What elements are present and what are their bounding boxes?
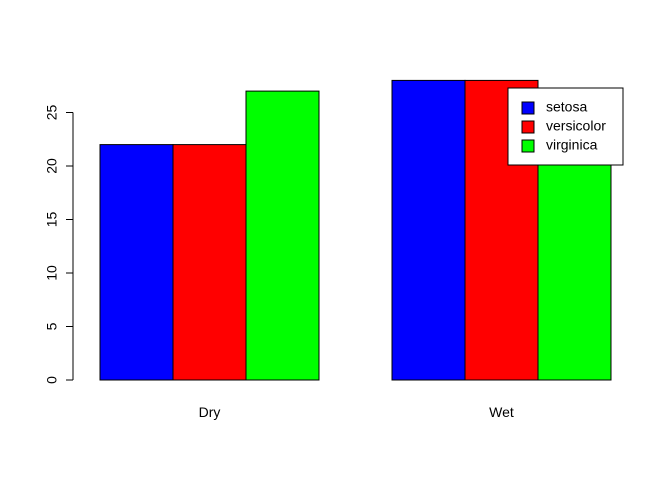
legend-label-virginica: virginica	[546, 137, 598, 153]
category-label-dry: Dry	[199, 404, 221, 420]
legend-swatch-versicolor	[521, 120, 535, 134]
x-axis-labels: Dry Wet	[199, 404, 514, 420]
y-tick-label: 25	[44, 105, 60, 121]
bars-group	[99, 79, 612, 381]
category-label-wet: Wet	[489, 404, 514, 420]
bar-versicolor-dry	[172, 144, 247, 381]
bar-setosa-dry	[99, 144, 174, 381]
y-tick-label: 20	[44, 158, 60, 174]
bar-setosa-wet	[391, 79, 466, 381]
bar-virginica-dry	[245, 90, 320, 381]
legend-swatch-setosa	[521, 101, 535, 115]
y-tick-label: 0	[44, 376, 60, 384]
bar-virginica-wet	[537, 144, 612, 381]
y-tick-label: 5	[44, 322, 60, 330]
y-tick-label: 10	[44, 265, 60, 281]
legend-swatch-virginica	[521, 139, 535, 153]
legend-label-setosa: setosa	[546, 99, 587, 115]
legend: setosa versicolor virginica	[507, 87, 624, 166]
legend-label-versicolor: versicolor	[546, 118, 606, 134]
y-tick-label: 15	[44, 212, 60, 228]
y-axis: 0 5 10 15 20 25	[44, 105, 74, 384]
